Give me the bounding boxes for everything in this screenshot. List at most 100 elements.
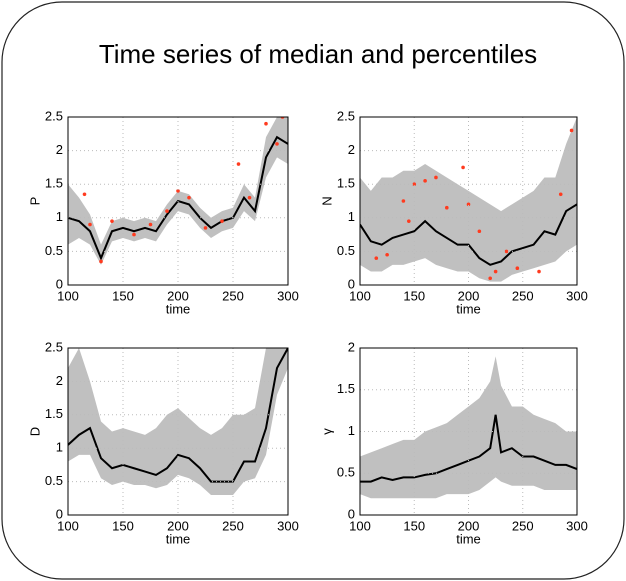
observation-point [434, 175, 438, 180]
y-tick-label: 2 [56, 142, 63, 157]
x-tick-label: 200 [167, 288, 189, 303]
median-line [360, 203, 577, 266]
y-tick-label: 1.5 [337, 381, 355, 396]
plot-content [68, 117, 288, 265]
median-line [360, 414, 577, 483]
observation-point [203, 226, 208, 230]
y-tick-label: 0 [56, 276, 63, 291]
percentile-band [360, 356, 577, 499]
x-tick-label: 150 [403, 518, 425, 533]
y-tick-label: 0.5 [337, 465, 355, 480]
observation-point [187, 195, 191, 200]
x-axis-label: time [166, 531, 191, 546]
y-tick-label: 1 [56, 209, 63, 224]
y-tick-label: 0 [56, 506, 63, 521]
x-tick-label: 200 [458, 288, 480, 303]
y-axis-label: D [27, 427, 42, 436]
observation-point [537, 269, 541, 274]
observation-point [423, 179, 427, 183]
observation-point [569, 128, 574, 133]
x-tick-label: 300 [277, 288, 299, 303]
x-tick-label: 200 [458, 518, 480, 533]
observation-point [466, 202, 471, 207]
y-tick-label: 1.5 [45, 406, 63, 421]
x-tick-label: 250 [222, 518, 244, 533]
x-tick-label: 250 [222, 288, 244, 303]
observation-point [407, 219, 411, 223]
percentile-band [68, 348, 288, 495]
observation-point [88, 222, 92, 227]
y-tick-label: 0.5 [45, 473, 63, 488]
y-tick-label: 2.5 [45, 339, 63, 354]
y-axis-label: γ [319, 428, 334, 435]
x-tick-label: 100 [57, 288, 79, 303]
x-tick-label: 250 [512, 518, 534, 533]
y-tick-label: 2.5 [337, 108, 355, 123]
x-tick-label: 150 [112, 288, 134, 303]
observation-point [220, 219, 224, 223]
observation-point [374, 256, 379, 260]
y-tick-label: 1 [348, 423, 355, 438]
observation-point [132, 232, 136, 237]
plot-content [360, 117, 577, 282]
axes-frame [67, 116, 289, 286]
y-tick-label: 0.5 [45, 243, 63, 258]
x-tick-label: 300 [566, 518, 588, 533]
x-tick-label: 150 [112, 518, 134, 533]
observation-point [110, 219, 114, 223]
x-tick-label: 150 [403, 288, 425, 303]
x-tick-label: 300 [566, 288, 588, 303]
observation-point [82, 192, 87, 197]
observation-point [236, 162, 241, 166]
x-tick-label: 200 [167, 518, 189, 533]
y-tick-label: 2 [348, 142, 355, 157]
percentile-band [360, 117, 577, 282]
x-axis-label: time [456, 301, 481, 316]
observation-point [264, 121, 268, 126]
observation-point [515, 266, 520, 271]
y-tick-label: 1 [56, 440, 63, 455]
y-axis-label: P [27, 197, 42, 206]
y-tick-label: 0 [348, 506, 355, 521]
observation-point [176, 189, 180, 193]
observation-point [412, 182, 417, 186]
observation-point [148, 222, 153, 227]
observation-point [247, 195, 252, 200]
y-tick-label: 1.5 [45, 176, 63, 191]
y-tick-label: 2 [56, 373, 63, 388]
x-tick-label: 250 [512, 288, 534, 303]
observation-point [488, 276, 493, 281]
x-tick-label: 300 [277, 518, 299, 533]
observation-point [165, 209, 169, 213]
observation-point [558, 192, 563, 197]
y-tick-label: 2.5 [45, 108, 63, 123]
observation-point [504, 249, 509, 254]
x-axis-label: time [456, 531, 481, 546]
observation-point [99, 259, 103, 264]
x-tick-label: 100 [349, 288, 371, 303]
y-tick-label: 1 [348, 209, 355, 224]
observation-point [385, 252, 389, 257]
x-tick-label: 100 [57, 518, 79, 533]
observation-point [461, 165, 465, 170]
plot-content [68, 348, 288, 495]
x-tick-label: 100 [349, 518, 371, 533]
observation-point [493, 269, 498, 274]
y-axis-label: N [319, 196, 334, 205]
axes-frame [67, 347, 289, 516]
axes-frame [359, 347, 578, 516]
y-tick-label: 0 [348, 276, 355, 291]
y-tick-label: 0.5 [337, 243, 355, 258]
y-tick-label: 2 [348, 339, 355, 354]
observation-point [275, 142, 279, 146]
plot-content [360, 356, 577, 499]
median-line [68, 348, 288, 483]
page-title: Time series of median and percentiles [99, 39, 537, 69]
observation-point [445, 205, 449, 210]
y-tick-label: 1.5 [337, 176, 355, 191]
observation-point [477, 229, 482, 234]
x-axis-label: time [166, 301, 191, 316]
observation-point [401, 199, 406, 203]
axes-frame [359, 116, 578, 286]
